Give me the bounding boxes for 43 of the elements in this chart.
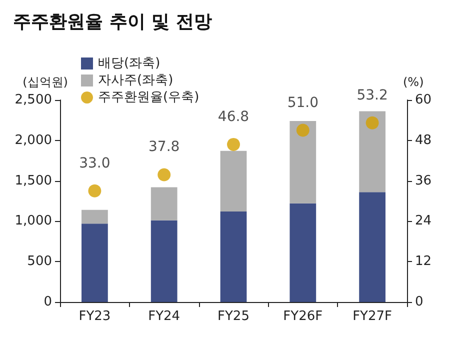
bar bbox=[150, 187, 178, 220]
point bbox=[88, 184, 102, 198]
bar bbox=[359, 111, 386, 192]
data-label: 37.8 bbox=[148, 139, 180, 156]
y-tick-label: 500 bbox=[27, 254, 52, 270]
data-label: 51.0 bbox=[287, 94, 318, 111]
bar bbox=[82, 224, 108, 302]
y-tick-label: 1,500 bbox=[14, 173, 52, 188]
point bbox=[366, 116, 379, 130]
data-label: 46.8 bbox=[218, 108, 250, 125]
data-label: 33.0 bbox=[79, 155, 110, 172]
x-tick-label: FY27F bbox=[352, 309, 392, 324]
y2-tick-label: 48 bbox=[415, 132, 432, 148]
bar bbox=[359, 192, 386, 302]
x-tick-label: FY24 bbox=[148, 309, 180, 324]
legend-label: 자사주(좌축) bbox=[98, 73, 174, 88]
x-tick-label: FY25 bbox=[218, 309, 250, 324]
bar bbox=[220, 150, 247, 212]
y2-tick-label: 36 bbox=[415, 173, 432, 188]
y-tick-label: 2,500 bbox=[14, 92, 52, 108]
bar bbox=[220, 212, 247, 302]
y2-tick-label: 12 bbox=[415, 254, 432, 270]
y-tick-label: 0 bbox=[44, 294, 52, 310]
point bbox=[158, 168, 171, 182]
legend-label: 배당(좌축) bbox=[98, 56, 160, 71]
x-tick-label: FY23 bbox=[78, 309, 111, 324]
data-label: 53.2 bbox=[356, 87, 388, 104]
bar bbox=[150, 220, 178, 302]
y2-tick-label: 24 bbox=[415, 214, 432, 229]
y-tick-label: 2,000 bbox=[14, 132, 52, 148]
y2-axis-title: (%) bbox=[403, 75, 424, 89]
chart-title: 주주환원율 추이 및 전망 bbox=[13, 12, 212, 32]
legend-label: 주주환원율(우축) bbox=[98, 90, 200, 105]
bar bbox=[82, 210, 108, 224]
y2-tick-label: 60 bbox=[415, 92, 432, 108]
y-tick-label: 1,000 bbox=[14, 214, 52, 229]
bar bbox=[290, 121, 316, 204]
point bbox=[227, 138, 240, 151]
point bbox=[296, 124, 310, 137]
y-axis-title: (십억원) bbox=[22, 75, 68, 89]
y2-tick-label: 0 bbox=[415, 294, 424, 310]
x-tick-label: FY26F bbox=[283, 309, 323, 324]
bar bbox=[290, 203, 316, 302]
